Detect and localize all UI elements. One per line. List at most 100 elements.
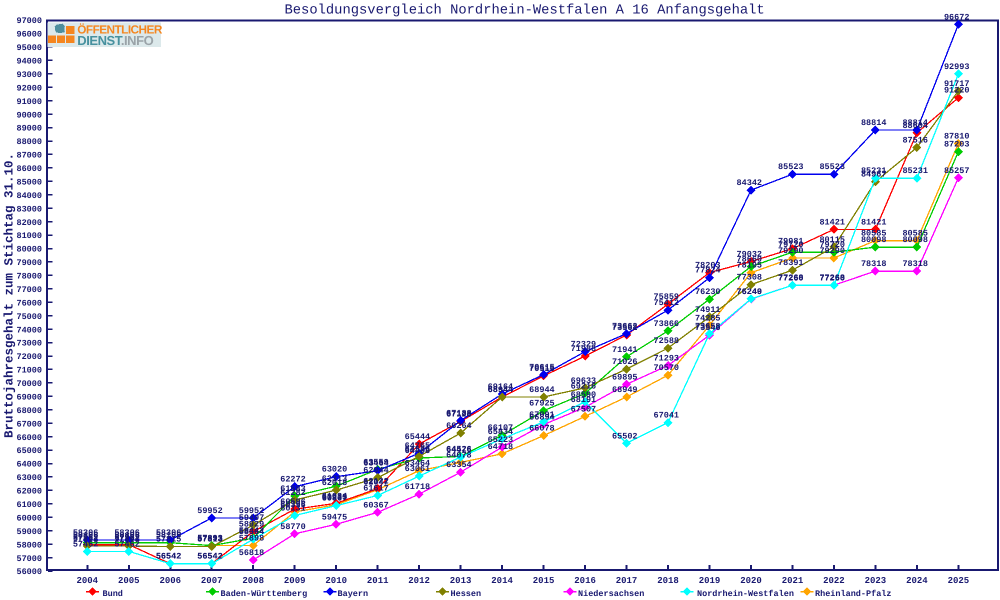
- svg-text:92000: 92000: [16, 83, 42, 93]
- svg-text:79290: 79290: [819, 246, 845, 256]
- svg-text:2005: 2005: [118, 576, 140, 586]
- svg-text:97000: 97000: [16, 16, 42, 26]
- svg-text:84000: 84000: [16, 191, 42, 201]
- svg-text:77268: 77268: [819, 273, 845, 283]
- svg-text:61617: 61617: [363, 484, 389, 494]
- svg-text:79981: 79981: [778, 237, 804, 247]
- svg-text:65000: 65000: [16, 446, 42, 456]
- svg-text:69895: 69895: [612, 372, 638, 382]
- svg-text:58364: 58364: [239, 527, 265, 537]
- svg-text:78318: 78318: [861, 259, 887, 269]
- svg-text:2016: 2016: [574, 576, 596, 586]
- svg-text:69000: 69000: [16, 393, 42, 403]
- svg-text:94000: 94000: [16, 57, 42, 67]
- svg-text:78391: 78391: [778, 258, 804, 268]
- svg-text:91000: 91000: [16, 97, 42, 107]
- svg-text:66078: 66078: [529, 424, 555, 434]
- svg-text:63000: 63000: [16, 473, 42, 483]
- svg-text:64476: 64476: [446, 445, 472, 455]
- svg-text:57000: 57000: [16, 554, 42, 564]
- svg-text:Hessen: Hessen: [451, 589, 482, 599]
- svg-text:76230: 76230: [695, 287, 721, 297]
- svg-text:59952: 59952: [239, 506, 265, 516]
- svg-text:80098: 80098: [861, 235, 887, 245]
- svg-text:2019: 2019: [699, 576, 721, 586]
- svg-text:DIENST.INFO: DIENST.INFO: [77, 33, 153, 48]
- svg-text:74000: 74000: [16, 325, 42, 335]
- svg-text:72588: 72588: [654, 336, 680, 346]
- svg-text:89000: 89000: [16, 124, 42, 134]
- svg-text:67507: 67507: [571, 404, 597, 414]
- svg-text:81000: 81000: [16, 231, 42, 241]
- svg-text:75000: 75000: [16, 312, 42, 322]
- svg-text:80000: 80000: [16, 245, 42, 255]
- svg-text:68949: 68949: [612, 385, 638, 395]
- svg-text:73562: 73562: [612, 323, 638, 333]
- svg-text:73658: 73658: [695, 322, 721, 332]
- svg-text:60131: 60131: [280, 504, 306, 514]
- svg-text:87000: 87000: [16, 151, 42, 161]
- svg-text:2021: 2021: [782, 576, 804, 586]
- svg-text:67041: 67041: [654, 411, 680, 421]
- svg-text:61034: 61034: [322, 491, 348, 501]
- svg-text:68944: 68944: [488, 385, 514, 395]
- svg-text:Bund: Bund: [103, 589, 123, 599]
- svg-text:60935: 60935: [322, 493, 348, 503]
- svg-text:69633: 69633: [571, 376, 597, 386]
- svg-text:57893: 57893: [197, 534, 223, 544]
- svg-text:62047: 62047: [363, 478, 389, 488]
- svg-text:58306: 58306: [73, 528, 99, 538]
- svg-text:80098: 80098: [902, 235, 928, 245]
- svg-text:57815: 57815: [156, 535, 182, 545]
- svg-text:57462: 57462: [73, 539, 99, 549]
- svg-text:68944: 68944: [529, 385, 555, 395]
- svg-text:70570: 70570: [654, 363, 680, 373]
- svg-text:91220: 91220: [944, 86, 970, 96]
- svg-text:73546: 73546: [695, 323, 721, 333]
- svg-text:2006: 2006: [159, 576, 181, 586]
- svg-text:2015: 2015: [533, 576, 555, 586]
- svg-text:2022: 2022: [823, 576, 845, 586]
- svg-text:63464: 63464: [405, 459, 431, 469]
- svg-text:85523: 85523: [819, 162, 845, 172]
- svg-text:2013: 2013: [450, 576, 472, 586]
- svg-text:71000: 71000: [16, 366, 42, 376]
- svg-text:86000: 86000: [16, 164, 42, 174]
- svg-text:77260: 77260: [778, 273, 804, 283]
- svg-text:62122: 62122: [363, 477, 389, 487]
- svg-text:70515: 70515: [529, 364, 555, 374]
- svg-text:85231: 85231: [861, 166, 887, 176]
- svg-text:2008: 2008: [242, 576, 264, 586]
- svg-text:76240: 76240: [737, 287, 763, 297]
- svg-text:84342: 84342: [737, 178, 763, 188]
- svg-text:2012: 2012: [408, 576, 430, 586]
- svg-text:67188: 67188: [446, 409, 472, 419]
- svg-text:Nordrhein-Westfalen: Nordrhein-Westfalen: [697, 589, 794, 599]
- svg-text:95000: 95000: [16, 43, 42, 53]
- svg-text:57898: 57898: [239, 534, 265, 544]
- svg-text:2014: 2014: [491, 576, 513, 586]
- svg-text:73662: 73662: [612, 322, 638, 332]
- svg-text:68590: 68590: [571, 390, 597, 400]
- svg-text:76000: 76000: [16, 298, 42, 308]
- svg-text:81421: 81421: [819, 217, 845, 227]
- svg-text:60867: 60867: [322, 494, 348, 504]
- svg-text:79720: 79720: [819, 240, 845, 250]
- svg-text:87516: 87516: [902, 136, 928, 146]
- svg-text:2009: 2009: [284, 576, 306, 586]
- svg-text:56818: 56818: [239, 548, 265, 558]
- svg-text:90000: 90000: [16, 110, 42, 120]
- svg-text:57862: 57862: [114, 534, 140, 544]
- svg-text:58000: 58000: [16, 540, 42, 550]
- svg-text:58106: 58106: [73, 531, 99, 541]
- svg-text:Rheinland-Pfalz: Rheinland-Pfalz: [815, 589, 892, 599]
- svg-text:67925: 67925: [529, 399, 555, 409]
- svg-text:59475: 59475: [322, 512, 348, 522]
- svg-text:85231: 85231: [902, 166, 928, 176]
- svg-text:65834: 65834: [488, 427, 514, 437]
- svg-text:74285: 74285: [695, 313, 721, 323]
- svg-text:62000: 62000: [16, 487, 42, 497]
- svg-text:78195: 78195: [737, 261, 763, 271]
- svg-text:63464: 63464: [363, 459, 389, 469]
- svg-text:71988: 71988: [571, 344, 597, 354]
